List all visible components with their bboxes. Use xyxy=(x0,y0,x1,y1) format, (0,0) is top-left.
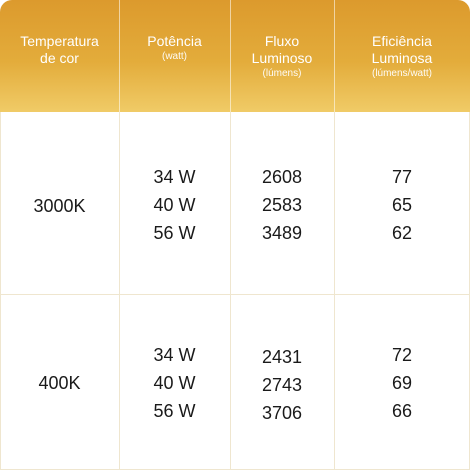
cell-efficiency: 77 65 62 xyxy=(334,112,470,294)
header-color-temperature: Temperatura de cor xyxy=(0,0,119,112)
efficiency-value: 72 xyxy=(391,344,413,365)
flux-value: 3706 xyxy=(261,402,303,423)
row-divider xyxy=(0,294,470,295)
cell-flux: 2431 2743 3706 xyxy=(230,295,334,470)
flux-value: 3489 xyxy=(261,222,303,243)
flux-value: 2583 xyxy=(261,194,303,215)
header-power: Potência (watt) xyxy=(119,0,230,112)
power-value: 56 W xyxy=(153,222,196,243)
table-row: 400K 34 W 40 W 56 W 2431 2743 3706 72 69… xyxy=(0,295,470,470)
power-value: 34 W xyxy=(153,166,196,187)
power-value: 34 W xyxy=(153,344,196,365)
power-value: 40 W xyxy=(153,372,196,393)
header-divider xyxy=(230,0,231,112)
temperature-value: 400K xyxy=(38,372,81,393)
cell-power: 34 W 40 W 56 W xyxy=(119,112,230,294)
table-border xyxy=(0,112,1,470)
cell-temperature: 3000K xyxy=(0,112,119,294)
column-divider xyxy=(230,112,231,470)
cell-efficiency: 72 69 66 xyxy=(334,295,470,470)
power-value: 40 W xyxy=(153,194,196,215)
efficiency-value: 69 xyxy=(391,372,413,393)
cell-temperature: 400K xyxy=(0,295,119,470)
flux-value: 2743 xyxy=(261,374,303,395)
temperature-value: 3000K xyxy=(33,195,86,216)
header-subtitle: (lúmens) xyxy=(262,68,302,79)
header-title: Fluxo Luminoso xyxy=(251,33,313,66)
header-title: Eficiência Luminosa xyxy=(371,33,433,66)
header-divider xyxy=(119,0,120,112)
efficiency-value: 62 xyxy=(391,222,413,243)
header-divider xyxy=(334,0,335,112)
efficiency-value: 77 xyxy=(391,166,413,187)
header-luminous-flux: Fluxo Luminoso (lúmens) xyxy=(230,0,334,112)
power-value: 56 W xyxy=(153,400,196,421)
flux-value: 2431 xyxy=(261,346,303,367)
column-divider xyxy=(119,112,120,470)
header-title: Potência xyxy=(147,33,202,49)
header-subtitle: (watt) xyxy=(162,51,187,62)
header-subtitle: (lúmens/watt) xyxy=(371,68,432,79)
flux-value: 2608 xyxy=(261,166,303,187)
header-title: Temperatura de cor xyxy=(20,33,99,66)
column-divider xyxy=(334,112,335,470)
header-luminous-efficiency: Eficiência Luminosa (lúmens/watt) xyxy=(334,0,470,112)
efficiency-value: 66 xyxy=(391,400,413,421)
cell-flux: 2608 2583 3489 xyxy=(230,112,334,294)
table-row: 3000K 34 W 40 W 56 W 2608 2583 3489 77 6… xyxy=(0,112,470,294)
table-header: Temperatura de cor Potência (watt) Fluxo… xyxy=(0,0,470,112)
efficiency-value: 65 xyxy=(391,194,413,215)
cell-power: 34 W 40 W 56 W xyxy=(119,295,230,470)
